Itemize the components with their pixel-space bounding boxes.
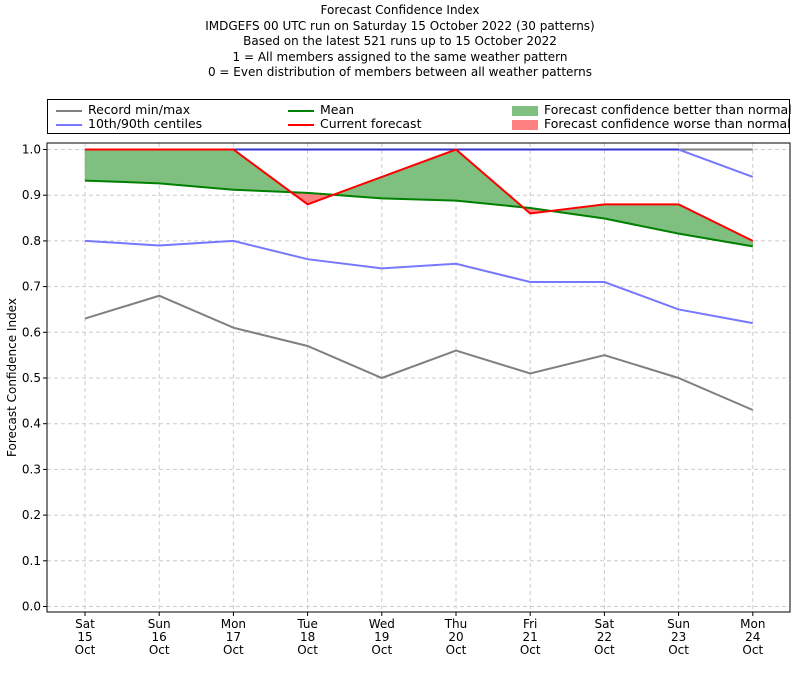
x-tick-label: 15 — [77, 630, 92, 644]
legend-item-current: Current forecast — [288, 117, 421, 131]
x-tick-label: Oct — [742, 643, 763, 657]
x-tick-label: Sun — [148, 617, 171, 631]
y-tick-label: 0.8 — [22, 234, 41, 248]
legend-label-record: Record min/max — [88, 102, 191, 117]
y-tick-label: 0.1 — [22, 554, 41, 568]
legend-swatch-centiles — [56, 123, 82, 126]
y-axis-label: Forecast Confidence Index — [5, 298, 19, 457]
x-tick-label: Oct — [520, 643, 541, 657]
x-tick-label: Fri — [523, 617, 537, 631]
y-tick-label: 0.4 — [22, 417, 41, 431]
legend-swatch-mean — [288, 109, 314, 112]
chart-subtitle-runs: Based on the latest 521 runs up to 15 Oc… — [243, 34, 557, 48]
series-current-forecast-line — [85, 148, 754, 242]
y-tick-label: 0.6 — [22, 325, 41, 339]
series-record-min-line — [84, 294, 754, 411]
legend-label-centiles: 10th/90th centiles — [88, 116, 203, 131]
x-tick-label: Mon — [740, 617, 765, 631]
fill-better-than-normal — [84, 149, 160, 184]
x-tick-label: 18 — [300, 630, 315, 644]
x-tick-label: Oct — [75, 643, 96, 657]
x-tick-label: 20 — [448, 630, 463, 644]
chart-titles: Forecast Confidence Index IMDGEFS 00 UTC… — [0, 3, 800, 81]
chart-legend: Record min/max 10th/90th centiles Mean C… — [47, 99, 792, 134]
legend-label-current: Current forecast — [320, 116, 422, 131]
x-tick-label: Sat — [595, 617, 615, 631]
y-tick-label: 0.9 — [22, 188, 41, 202]
legend-item-centiles: 10th/90th centiles — [56, 117, 202, 131]
x-tick-label: Oct — [297, 643, 318, 657]
x-tick-label: Oct — [223, 643, 244, 657]
y-tick-label: 1.0 — [22, 143, 41, 157]
series-p10-line — [84, 239, 753, 325]
legend-item-record: Record min/max — [56, 103, 190, 117]
x-tick-label: Thu — [444, 617, 468, 631]
x-tick-label: Oct — [371, 643, 392, 657]
legend-label-worse: Forecast confidence worse than normal — [544, 116, 791, 131]
legend-item-mean: Mean — [288, 103, 354, 117]
legend-item-better: Forecast confidence better than normal — [512, 103, 792, 117]
x-tick-label: 24 — [745, 630, 760, 644]
chart-note-zero: 0 = Even distribution of members between… — [207, 65, 593, 79]
x-tick-label: Mon — [221, 617, 246, 631]
x-tick-label: 16 — [152, 630, 167, 644]
legend-swatch-record — [56, 109, 82, 112]
x-tick-label: Oct — [594, 643, 615, 657]
y-tick-label: 0.5 — [22, 371, 41, 385]
legend-item-worse: Forecast confidence worse than normal — [512, 117, 791, 131]
y-tick-label: 0.2 — [22, 508, 41, 522]
fill-better-than-normal — [381, 149, 457, 201]
x-tick-label: 22 — [597, 630, 612, 644]
series-mean-line — [84, 179, 753, 248]
y-tick-label: 0.3 — [22, 462, 41, 476]
x-tick-label: Oct — [149, 643, 170, 657]
chart-subtitle-run: IMDGEFS 00 UTC run on Saturday 15 Octobe… — [205, 18, 595, 33]
legend-label-better: Forecast confidence better than normal — [544, 102, 792, 117]
legend-swatch-worse — [512, 119, 538, 130]
x-tick-label: Wed — [369, 617, 395, 631]
y-tick-label: 0.7 — [22, 280, 41, 294]
y-tick-label: 0.0 — [22, 600, 41, 614]
chart-title: Forecast Confidence Index — [320, 3, 480, 17]
legend-label-mean: Mean — [320, 102, 355, 117]
x-tick-label: Tue — [296, 617, 318, 631]
legend-swatch-current — [288, 123, 314, 126]
x-tick-label: 23 — [671, 630, 686, 644]
x-tick-label: Oct — [668, 643, 689, 657]
x-tick-label: 19 — [374, 630, 389, 644]
x-tick-label: 17 — [226, 630, 241, 644]
x-tick-label: 21 — [523, 630, 538, 644]
x-tick-label: Oct — [446, 643, 467, 657]
legend-swatch-better — [512, 105, 538, 116]
fill-better-than-normal — [604, 204, 679, 234]
x-tick-label: Sat — [75, 617, 95, 631]
x-tick-label: Sun — [667, 617, 690, 631]
chart-note-one: 1 = All members assigned to the same wea… — [232, 49, 568, 64]
